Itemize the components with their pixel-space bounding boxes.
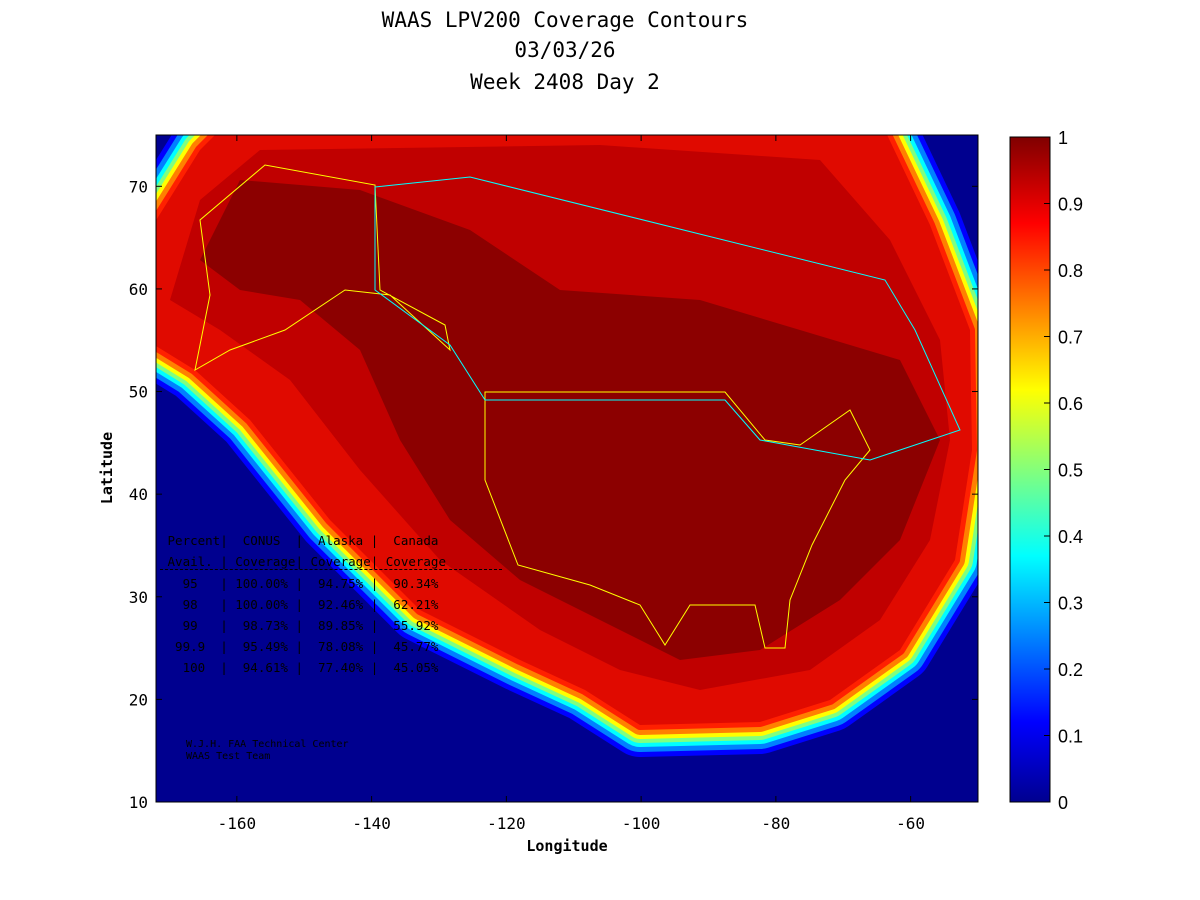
y-tick-label: 10 (129, 793, 148, 812)
credit-line: W.J.H. FAA Technical Center (186, 739, 349, 750)
x-tick-label: -60 (896, 814, 925, 833)
table-row: 95 | 100.00% | 94.75% | 90.34% (160, 576, 446, 591)
x-tick-label: -100 (622, 814, 661, 833)
coverage-contours (156, 135, 978, 757)
credit: W.J.H. FAA Technical Center WAAS Test Te… (186, 739, 349, 763)
y-tick-label: 70 (129, 177, 148, 196)
colorbar-tick-label: 0.4 (1058, 527, 1083, 547)
coverage-table: Percent| CONUS | Alaska | Canada Avail. … (160, 530, 502, 678)
conus-boundary (484, 391, 871, 649)
colorbar-tick-label: 0.5 (1058, 461, 1083, 481)
colorbar-tick-label: 1 (1058, 128, 1068, 148)
x-axis-label: Longitude (526, 837, 607, 855)
alaska-boundary (194, 164, 451, 371)
table-row: 99.9 | 95.49% | 78.08% | 45.77% (160, 639, 446, 654)
colorbar-tick-label: 0.2 (1058, 660, 1083, 680)
y-tick-label: 60 (129, 280, 148, 299)
colorbar-tick-label: 0.8 (1058, 261, 1083, 281)
x-tick-label: -80 (761, 814, 790, 833)
y-tick-label: 30 (129, 588, 148, 607)
colorbar-tick-label: 0.3 (1058, 594, 1083, 614)
y-tick-label: 40 (129, 485, 148, 504)
coverage-band-full (200, 180, 940, 660)
credit-line: WAAS Test Team (186, 751, 271, 762)
y-tick-label: 20 (129, 690, 148, 709)
table-row: 100 | 94.61% | 77.40% | 45.05% (160, 660, 446, 675)
colorbar-tick-label: 0 (1058, 793, 1068, 813)
x-tick-label: -140 (352, 814, 391, 833)
table-header: Percent| CONUS | Alaska | Canada (160, 533, 446, 548)
canada-boundary (374, 176, 961, 461)
x-tick-label: -160 (218, 814, 257, 833)
chart-week: Week 2408 Day 2 (470, 70, 660, 94)
y-tick-label: 50 (129, 383, 148, 402)
table-row: 99 | 98.73% | 89.85% | 55.92% (160, 618, 446, 633)
chart-title: WAAS LPV200 Coverage Contours (381, 8, 749, 32)
colorbar-tick-label: 0.7 (1058, 328, 1083, 348)
x-tick-label: -120 (487, 814, 526, 833)
colorbar (1009, 136, 1051, 803)
y-axis-label: Latitude (98, 432, 116, 504)
colorbar-tick-label: 0.1 (1058, 727, 1083, 747)
chart-date: 03/03/26 (514, 38, 616, 62)
plot-frame (155, 134, 979, 803)
table-header: Avail. | Coverage| Coverage| Coverage (160, 554, 446, 569)
table-divider (160, 569, 502, 570)
colorbar-tick-label: 0.9 (1058, 195, 1083, 215)
colorbar-tick-label: 0.6 (1058, 394, 1083, 414)
table-row: 98 | 100.00% | 92.46% | 62.21% (160, 597, 446, 612)
